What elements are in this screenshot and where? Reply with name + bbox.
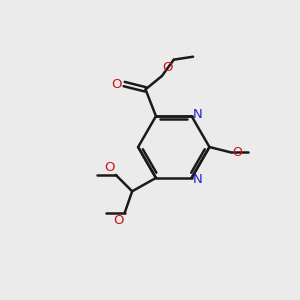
Text: N: N bbox=[193, 109, 203, 122]
Text: O: O bbox=[111, 77, 122, 91]
Text: O: O bbox=[163, 61, 173, 74]
Text: N: N bbox=[193, 172, 203, 186]
Text: O: O bbox=[104, 161, 115, 174]
Text: O: O bbox=[232, 146, 242, 159]
Text: O: O bbox=[113, 214, 124, 227]
